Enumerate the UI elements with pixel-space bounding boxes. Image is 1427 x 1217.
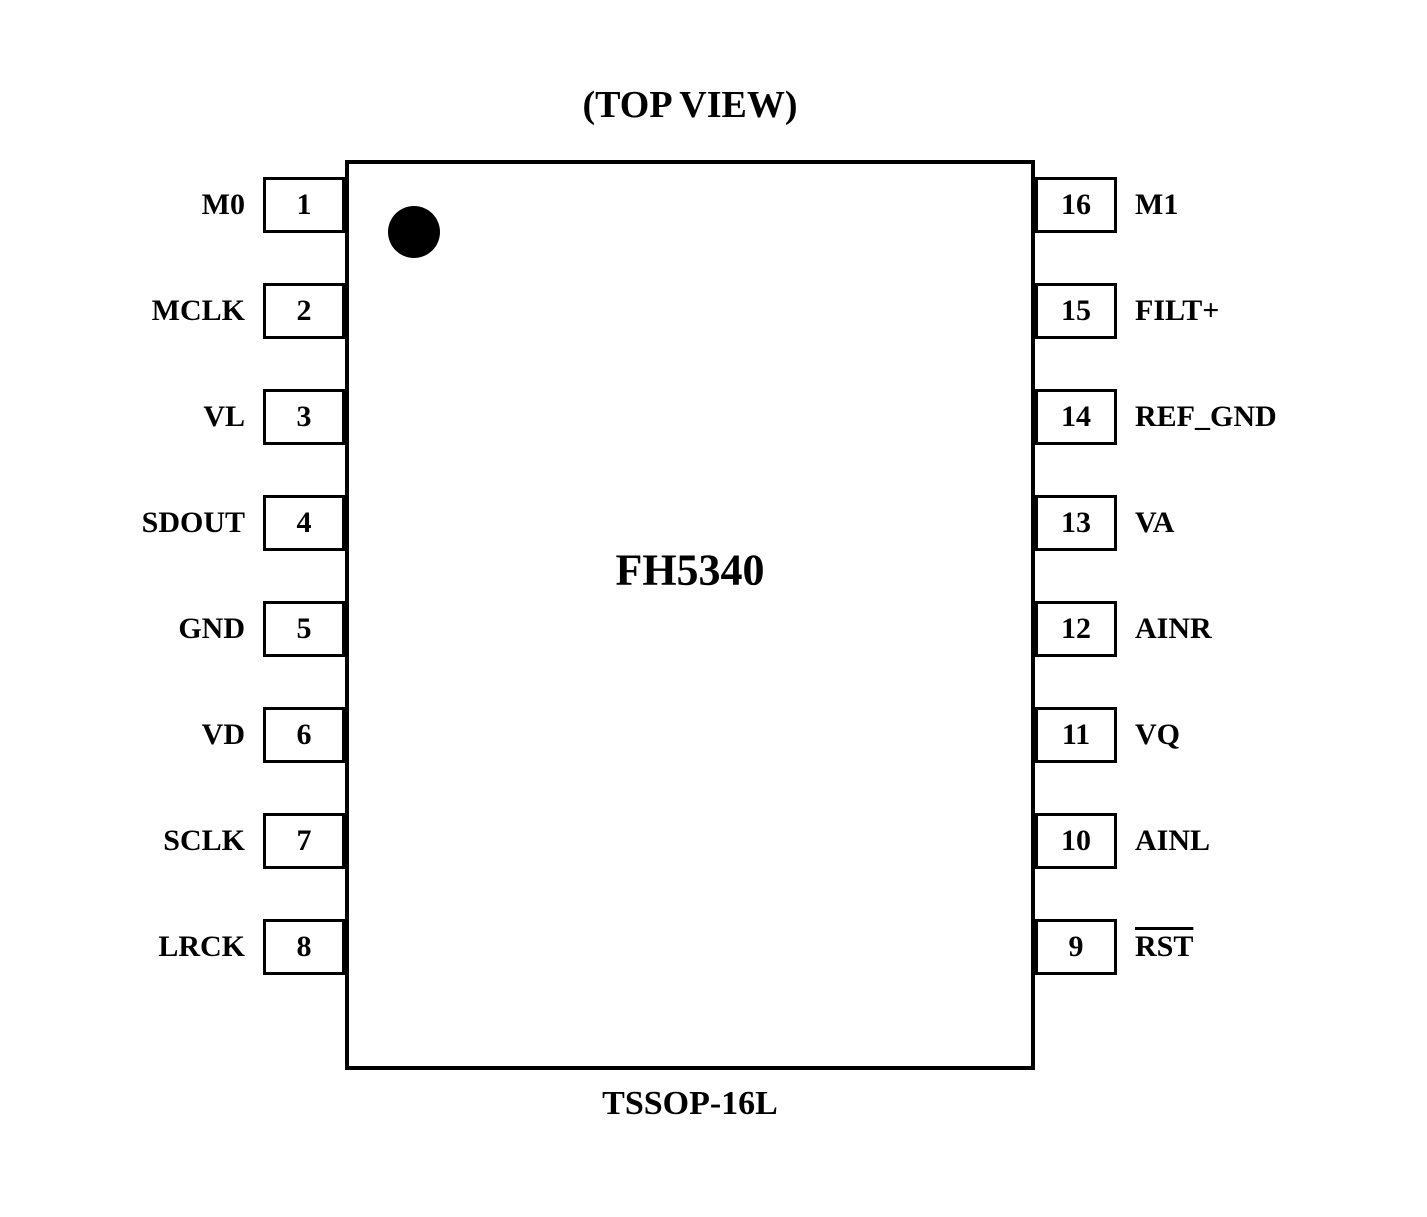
pin-12-label: AINR	[1135, 612, 1212, 646]
pin-5-box: 5	[263, 601, 345, 657]
pin-3-label: VL	[203, 400, 245, 434]
pin-8-box: 8	[263, 919, 345, 975]
pin-16-number: 16	[1061, 188, 1091, 222]
pin-8-label: LRCK	[158, 930, 245, 964]
pin-11-label: VQ	[1135, 718, 1180, 752]
pin-7-number: 7	[297, 824, 312, 858]
pin-5-number: 5	[297, 612, 312, 646]
view-label: (TOP VIEW)	[582, 83, 797, 127]
pin1-indicator-dot	[388, 206, 440, 258]
pin-4-label: SDOUT	[142, 506, 245, 540]
pin-3-box: 3	[263, 389, 345, 445]
pin-6-number: 6	[297, 718, 312, 752]
pin-9-number: 9	[1069, 930, 1084, 964]
pin-10-label: AINL	[1135, 824, 1210, 858]
chip-body	[345, 160, 1035, 1070]
pin-10-box: 10	[1035, 813, 1117, 869]
pin-1-number: 1	[297, 188, 312, 222]
pin-12-number: 12	[1061, 612, 1091, 646]
pin-4-box: 4	[263, 495, 345, 551]
pin-3-number: 3	[297, 400, 312, 434]
pin-15-number: 15	[1061, 294, 1091, 328]
pin-7-box: 7	[263, 813, 345, 869]
package-type-label: TSSOP-16L	[602, 1085, 778, 1123]
pin-13-number: 13	[1061, 506, 1091, 540]
pin-4-number: 4	[297, 506, 312, 540]
pin-16-label: M1	[1135, 188, 1178, 222]
pin-7-label: SCLK	[163, 824, 245, 858]
pin-2-number: 2	[297, 294, 312, 328]
pin-8-number: 8	[297, 930, 312, 964]
pin-13-box: 13	[1035, 495, 1117, 551]
pin-2-box: 2	[263, 283, 345, 339]
pin-10-number: 10	[1061, 824, 1091, 858]
pin-1-box: 1	[263, 177, 345, 233]
pin-14-label: REF_GND	[1135, 400, 1277, 434]
pinout-diagram: (TOP VIEW) FH5340 TSSOP-16L 1 M0 2 MCLK 3 VL 4…	[0, 0, 1427, 1217]
pin-9-box: 9	[1035, 919, 1117, 975]
pin-2-label: MCLK	[152, 294, 245, 328]
pin-12-box: 12	[1035, 601, 1117, 657]
pin-15-label: FILT+	[1135, 294, 1219, 328]
pin-13-label: VA	[1135, 506, 1174, 540]
pin-6-box: 6	[263, 707, 345, 763]
pin-16-box: 16	[1035, 177, 1117, 233]
pin-14-number: 14	[1061, 400, 1091, 434]
pin-14-box: 14	[1035, 389, 1117, 445]
pin-11-number: 11	[1062, 718, 1090, 752]
pin-5-label: GND	[178, 612, 245, 646]
pin-11-box: 11	[1035, 707, 1117, 763]
pin-1-label: M0	[202, 188, 245, 222]
pin-15-box: 15	[1035, 283, 1117, 339]
pin-9-label: RST	[1135, 930, 1193, 964]
chip-part-number: FH5340	[615, 544, 764, 595]
pin-6-label: VD	[202, 718, 245, 752]
